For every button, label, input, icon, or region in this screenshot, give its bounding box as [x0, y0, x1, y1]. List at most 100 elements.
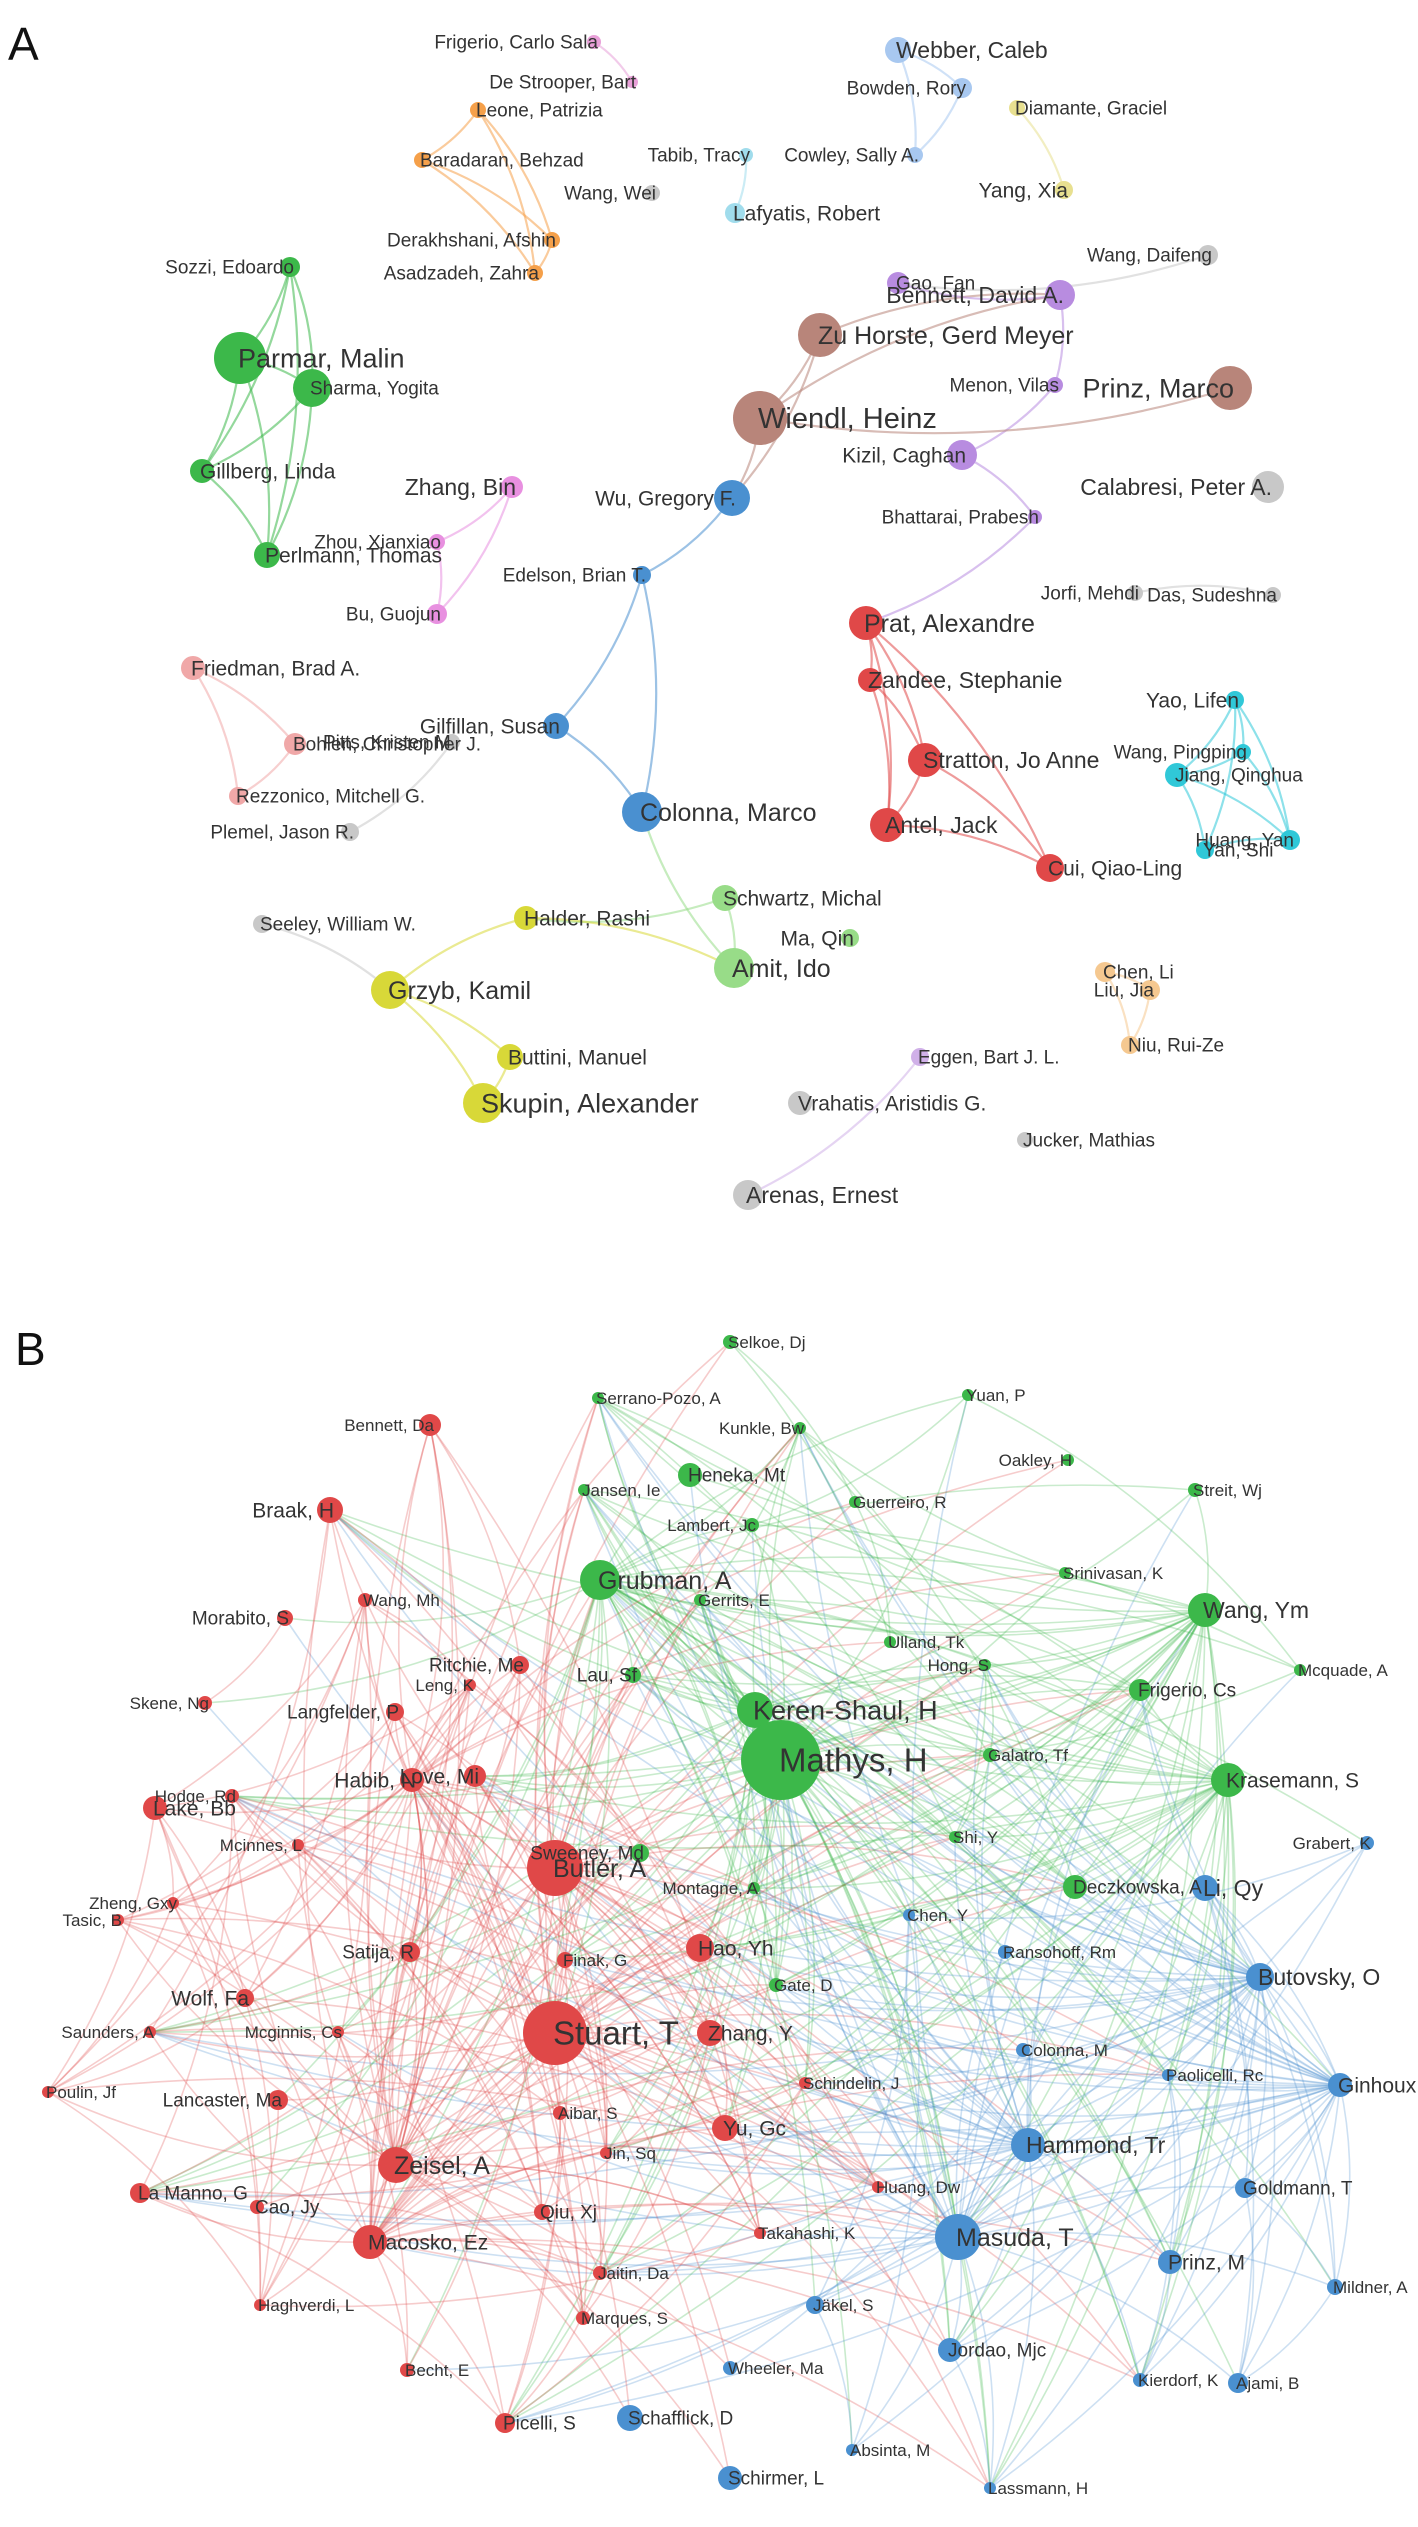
network-edge	[552, 1579, 601, 1869]
node-label-morabito-s: Morabito, S	[192, 1609, 289, 1630]
network-edge	[543, 1397, 599, 1869]
node-label-zhou-xianxiao: Zhou, Xianxiao	[314, 533, 441, 554]
node-label-zheng-gxy: Zheng, Gxy	[89, 1894, 177, 1913]
network-edge	[724, 2127, 1029, 2157]
node-jaitin-da	[593, 2266, 607, 2280]
network-edge	[504, 2084, 1341, 2424]
panel-b-edges	[47, 1341, 1368, 2489]
network-edge	[583, 1489, 1029, 2146]
network-edge	[391, 1684, 471, 2166]
node-colonna-marco	[622, 792, 662, 832]
network-edge	[47, 1599, 366, 2093]
node-ginhoux-f	[1328, 2073, 1352, 2097]
network-edge	[411, 1779, 631, 2419]
network-edge	[329, 1509, 701, 1949]
network-edge	[564, 1959, 1261, 2012]
node-label-grabert-k: Grabert, K	[1293, 1834, 1372, 1853]
network-edge	[244, 1599, 366, 1999]
node-finak-g	[557, 1952, 573, 1968]
network-edge	[1237, 2286, 1336, 2384]
node-prinz-m	[1158, 2250, 1182, 2274]
network-edge	[599, 2082, 806, 2274]
node-gerrits-e	[694, 1594, 706, 1606]
node-label-skupin-alexander: Skupin, Alexander	[481, 1088, 699, 1118]
network-edge	[149, 1609, 1206, 2033]
network-edge	[554, 2032, 959, 2238]
network-edge	[117, 1779, 413, 1921]
network-edge	[967, 1394, 1301, 1671]
node-label-yu-gc: Yu, Gc	[723, 2117, 786, 2140]
network-edge	[554, 1867, 777, 1986]
node-keren-shaul-h	[737, 1692, 773, 1728]
network-edge	[780, 1759, 1171, 2263]
network-edge	[395, 1779, 429, 2166]
network-edge	[369, 1689, 1141, 2243]
network-edge	[980, 1754, 1029, 2146]
network-edge	[297, 1844, 711, 2034]
network-edge	[599, 1579, 1029, 2146]
node-lake-bb	[143, 1796, 167, 1820]
network-edge	[699, 1947, 728, 2129]
node-frigerio-cs	[1129, 1679, 1151, 1701]
node-label-lambert-jc: Lambert, Jc	[667, 1516, 756, 1535]
node-label-kierdorf-k: Kierdorf, K	[1138, 2371, 1219, 2390]
network-edge	[411, 1779, 761, 2234]
node-sweeney-md	[631, 1844, 649, 1862]
node-plemel-jason-r	[341, 823, 359, 841]
network-edge	[139, 1709, 756, 2194]
network-edge	[172, 1779, 413, 1904]
node-label-frigerio-cs: Frigerio, Cs	[1138, 1681, 1236, 1702]
node-label-zu-horste-gerd-meyer: Zu Horste, Gerd Meyer	[818, 322, 1074, 350]
node-label-gao-fan: Gao, Fan	[896, 274, 975, 295]
network-edge	[409, 1664, 521, 1953]
node-selkoe-dj	[723, 1335, 737, 1349]
network-edge	[421, 159, 536, 274]
network-edge	[554, 2032, 959, 2238]
network-edge	[554, 2032, 991, 2489]
network-edge	[582, 2032, 711, 2319]
network-edge	[949, 2349, 991, 2489]
node-eggen-bart-j-l	[911, 1048, 929, 1066]
network-edge	[154, 1807, 879, 2188]
node-tasic-b	[112, 1914, 124, 1926]
network-edge	[411, 1684, 471, 1781]
node-label-bennett-david-a: Bennett, David A.	[886, 282, 1064, 308]
network-edge	[1167, 1779, 1230, 2076]
network-edge	[1027, 2074, 1169, 2146]
network-edge	[972, 1664, 1029, 2146]
network-edge	[504, 1609, 1206, 2424]
network-edge	[851, 1842, 1368, 2451]
network-edge	[1074, 1886, 1341, 2086]
node-menon-vilas	[1047, 377, 1063, 393]
node-arenas-ernest	[733, 1180, 763, 1210]
node-jorfi-mehdi	[1127, 585, 1143, 601]
node-label-bennett-da: Bennett, Da	[344, 1416, 434, 1435]
network-edge	[411, 1664, 521, 1781]
node-pitts-kristen-m	[444, 734, 460, 750]
network-edge	[699, 1947, 1341, 2087]
node-zeisel-a	[378, 2147, 414, 2183]
network-edge	[406, 1867, 556, 2371]
network-edge	[984, 1609, 1206, 1666]
network-edge	[297, 1844, 584, 2319]
node-label-leng-k: Leng, K	[415, 1676, 474, 1695]
node-label-butler-a: Butler, A	[553, 1855, 646, 1883]
network-edge	[231, 1709, 756, 1800]
network-edge	[954, 1836, 1341, 2086]
network-edge	[599, 1579, 1368, 1844]
network-edge	[201, 387, 313, 473]
network-edge	[599, 1556, 1206, 1611]
node-label-jin-sq: Jin, Sq	[604, 2144, 656, 2163]
network-edge	[192, 667, 240, 797]
network-edge	[989, 1609, 1206, 2489]
network-edge	[599, 1579, 1076, 1888]
network-edge	[1134, 584, 1274, 597]
network-edge	[1027, 2144, 1171, 2263]
network-edge	[949, 2144, 1029, 2351]
network-edge	[394, 1711, 584, 2319]
network-edge	[597, 1397, 986, 1666]
network-edge	[957, 2185, 1246, 2238]
network-edge	[117, 1919, 584, 2319]
network-edge	[395, 2164, 631, 2419]
network-edge	[369, 2238, 601, 2274]
